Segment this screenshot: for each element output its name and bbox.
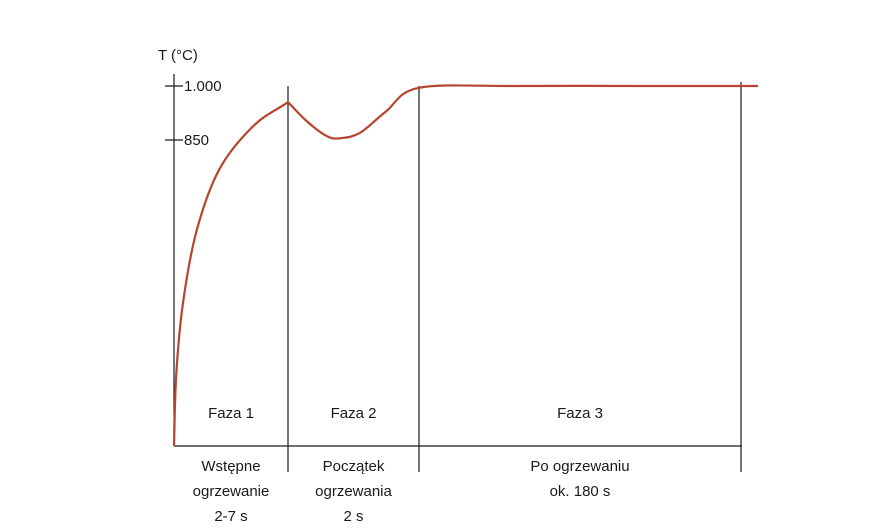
phase-dividers bbox=[287, 82, 742, 472]
phase-description-line: Początek bbox=[323, 458, 385, 475]
phase-description-line: 2-7 s bbox=[214, 508, 247, 525]
phase-description-line: Wstępne bbox=[201, 458, 260, 475]
phase-description-line: 2 s bbox=[343, 508, 363, 525]
phase-labels: Faza 1 Faza 2 Faza 3 bbox=[208, 405, 603, 422]
y-tick-label: 1.000 bbox=[184, 78, 222, 95]
phase-label: Faza 3 bbox=[557, 405, 603, 422]
phase-label: Faza 2 bbox=[331, 405, 377, 422]
temperature-curve bbox=[172, 84, 758, 447]
axes bbox=[173, 74, 742, 447]
y-ticks: 850 1.000 bbox=[165, 78, 222, 149]
phase-description-line: ogrzewanie bbox=[193, 483, 270, 500]
phase-label: Faza 1 bbox=[208, 405, 254, 422]
y-tick-label: 850 bbox=[184, 132, 209, 149]
phase-description-line: Po ogrzewaniu bbox=[530, 458, 629, 475]
phase-description-line: ok. 180 s bbox=[550, 483, 611, 500]
phase-description-line: ogrzewania bbox=[315, 483, 392, 500]
phase-descriptions: Wstępne ogrzewanie 2-7 s Początek ogrzewania… bbox=[193, 458, 630, 525]
y-axis-label: T (°C) bbox=[158, 47, 198, 64]
